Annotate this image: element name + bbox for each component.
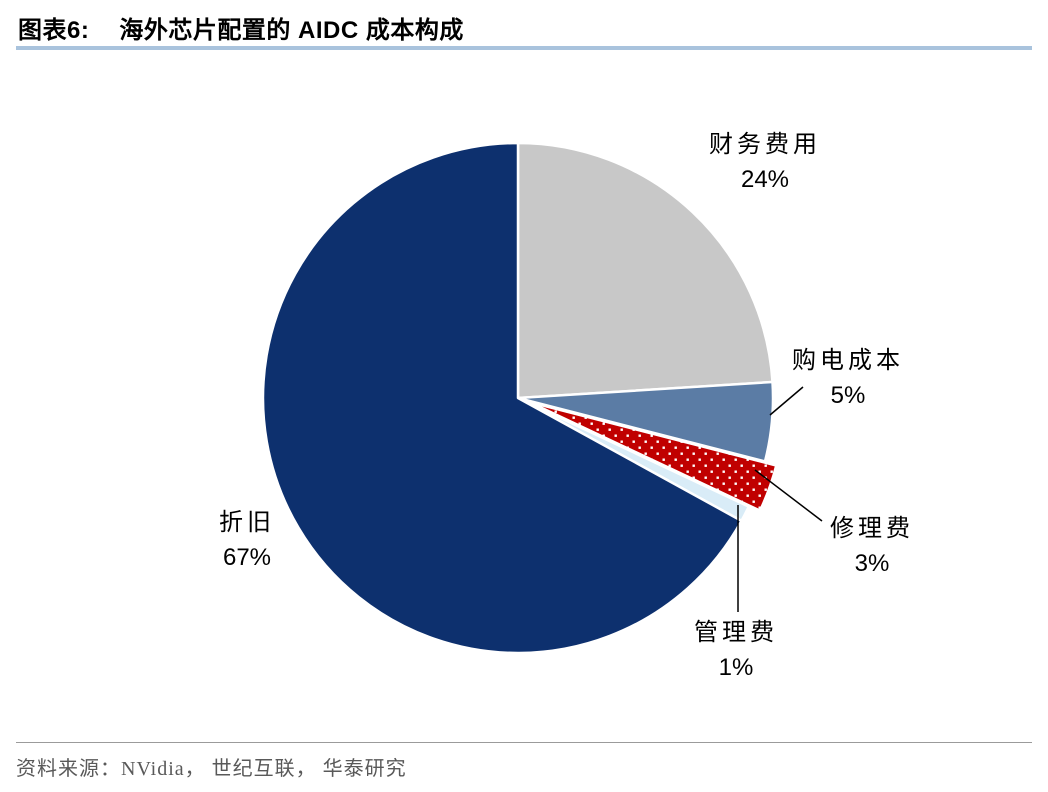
- slice-label-management-fee: 管理费 1%: [694, 616, 778, 686]
- pie-slice-4: [261, 141, 743, 655]
- slice-label-depreciation: 折旧 67%: [219, 506, 275, 576]
- chart-title-prefix: 图表6:: [18, 17, 90, 44]
- leader-line-electricity-cost: [769, 386, 804, 416]
- slice-label-percent: 5%: [830, 381, 866, 409]
- pie-slice-2: [528, 400, 778, 512]
- slice-label-text: 购电成本: [792, 348, 904, 374]
- slice-label-text: 管理费: [694, 620, 778, 646]
- source-line: 资料来源：NVidia， 世纪互联， 华泰研究: [16, 742, 1032, 781]
- slice-label-percent: 3%: [854, 549, 890, 577]
- chart-title-text: 海外芯片配置的 AIDC 成本构成: [119, 17, 464, 44]
- slice-label-financial-expenses: 财务费用 24%: [709, 128, 821, 198]
- chart-title: 图表6: 海外芯片配置的 AIDC 成本构成: [18, 10, 1032, 45]
- slice-label-percent: 67%: [222, 543, 272, 571]
- slice-label-percent: 24%: [740, 165, 790, 193]
- pie-slice-0: [516, 141, 774, 400]
- leader-line-repair-fee: [754, 469, 823, 522]
- slice-label-text: 折旧: [219, 510, 275, 536]
- title-underline-rule: [16, 46, 1032, 50]
- source-text: 资料来源：NVidia， 世纪互联， 华泰研究: [16, 758, 407, 780]
- slice-label-percent: 1%: [718, 653, 754, 681]
- slice-label-text: 财务费用: [709, 132, 821, 158]
- slice-label-electricity-cost: 购电成本 5%: [792, 344, 904, 414]
- slice-label-text: 修理费: [830, 516, 914, 542]
- slice-label-repair-fee: 修理费 3%: [830, 512, 914, 582]
